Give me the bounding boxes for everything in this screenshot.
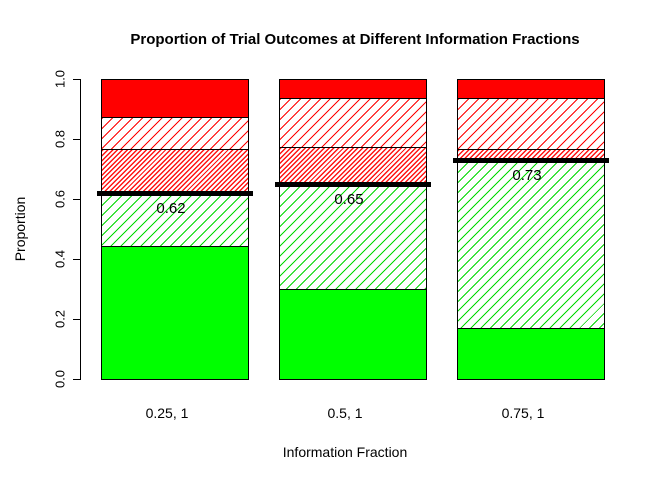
hatched-green-segment — [280, 185, 426, 289]
threshold-value-label: 0.62 — [156, 200, 186, 217]
threshold-line — [453, 158, 609, 163]
dense-hatched-red-segment — [102, 149, 248, 194]
stacked-bar — [101, 79, 249, 380]
solid-red-top-segment — [280, 80, 426, 98]
y-tick-label: 0.4 — [52, 249, 68, 269]
solid-red-top-segment — [458, 80, 604, 98]
y-tick-label: 0.2 — [52, 309, 68, 329]
y-tick-label: 0.8 — [52, 129, 68, 149]
y-tick-label: 1.0 — [52, 69, 68, 89]
x-category-label: 0.5, 1 — [327, 405, 363, 421]
y-axis-tick — [73, 259, 80, 260]
x-category-label: 0.75, 1 — [501, 405, 545, 421]
threshold-line — [97, 191, 253, 196]
hatched-red-segment — [458, 98, 604, 149]
y-axis-tick — [73, 79, 80, 80]
solid-green-bottom-segment — [458, 328, 604, 379]
y-axis-tick — [73, 139, 80, 140]
x-category-label: 0.25, 1 — [145, 405, 189, 421]
hatched-red-segment — [280, 98, 426, 147]
stacked-bar — [279, 79, 427, 380]
dense-hatched-red-segment — [280, 147, 426, 185]
y-tick-label: 0.0 — [52, 369, 68, 389]
y-axis-tick — [73, 319, 80, 320]
hatched-red-segment — [102, 117, 248, 149]
y-axis-tick — [73, 199, 80, 200]
y-axis-title: Proportion — [12, 196, 28, 262]
plot-area: 0.0 0.2 0.4 0.6 0.8 1.0 0.62 0.65 0.73 — [53, 70, 626, 388]
solid-green-bottom-segment — [102, 246, 248, 379]
threshold-value-label: 0.73 — [512, 167, 542, 184]
solid-red-top-segment — [102, 80, 248, 117]
x-axis-title: Information Fraction — [282, 444, 408, 460]
hatched-green-segment — [458, 161, 604, 328]
y-axis-tick — [73, 379, 80, 380]
y-tick-label: 0.6 — [52, 189, 68, 209]
threshold-line — [275, 182, 431, 187]
threshold-value-label: 0.65 — [334, 191, 364, 208]
chart-title: Proportion of Trial Outcomes at Differen… — [130, 31, 580, 48]
stacked-bar — [457, 79, 605, 380]
y-axis-line — [80, 79, 81, 380]
solid-green-bottom-segment — [280, 289, 426, 379]
